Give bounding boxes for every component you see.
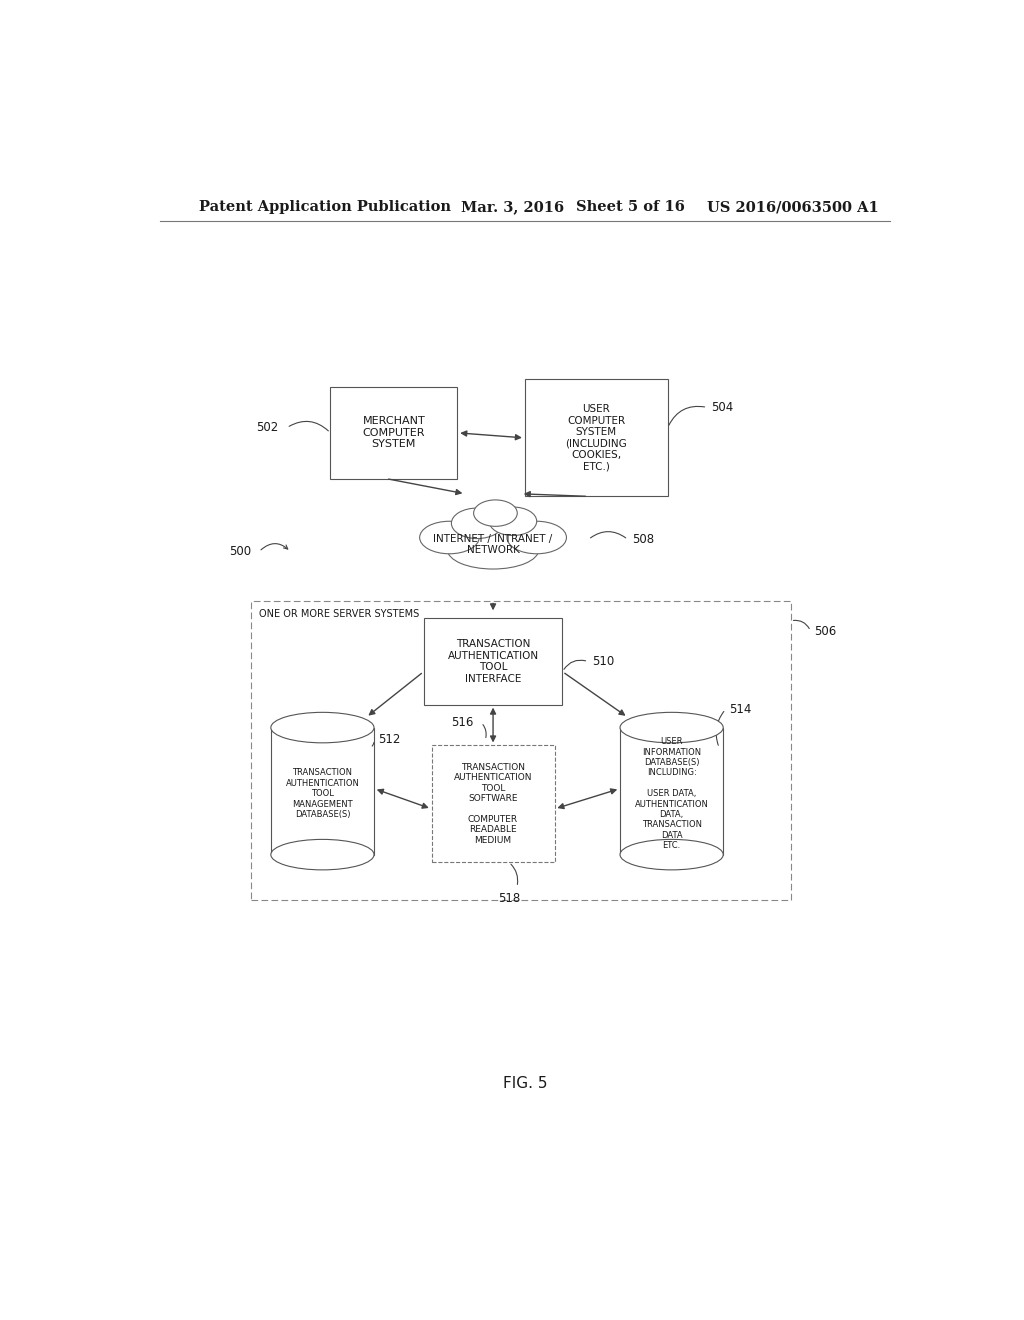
Text: TRANSACTION
AUTHENTICATION
TOOL
INTERFACE: TRANSACTION AUTHENTICATION TOOL INTERFAC… bbox=[447, 639, 539, 684]
Ellipse shape bbox=[270, 840, 374, 870]
Text: Patent Application Publication: Patent Application Publication bbox=[200, 201, 452, 214]
FancyBboxPatch shape bbox=[424, 618, 562, 705]
Text: FIG. 5: FIG. 5 bbox=[503, 1076, 547, 1090]
Text: INTERNET / INTRANET /
NETWORK: INTERNET / INTRANET / NETWORK bbox=[433, 533, 553, 556]
Text: 508: 508 bbox=[632, 533, 654, 546]
Text: 506: 506 bbox=[814, 624, 837, 638]
Ellipse shape bbox=[420, 521, 479, 554]
Text: 512: 512 bbox=[378, 734, 400, 746]
Text: 502: 502 bbox=[257, 421, 279, 434]
FancyBboxPatch shape bbox=[431, 746, 555, 862]
Text: 516: 516 bbox=[451, 715, 473, 729]
Text: USER
INFORMATION
DATABASE(S)
INCLUDING:

USER DATA,
AUTHENTICATION
DATA,
TRANSAC: USER INFORMATION DATABASE(S) INCLUDING: … bbox=[635, 737, 709, 850]
Ellipse shape bbox=[507, 521, 566, 554]
Ellipse shape bbox=[474, 500, 517, 527]
Text: USER
COMPUTER
SYSTEM
(INCLUDING
COOKIES,
ETC.): USER COMPUTER SYSTEM (INCLUDING COOKIES,… bbox=[565, 404, 627, 473]
Text: US 2016/0063500 A1: US 2016/0063500 A1 bbox=[708, 201, 879, 214]
FancyBboxPatch shape bbox=[524, 379, 668, 496]
Text: 518: 518 bbox=[498, 892, 520, 906]
Text: 514: 514 bbox=[729, 702, 752, 715]
Ellipse shape bbox=[621, 840, 723, 870]
Text: 504: 504 bbox=[712, 401, 733, 414]
Text: TRANSACTION
AUTHENTICATION
TOOL
MANAGEMENT
DATABASE(S): TRANSACTION AUTHENTICATION TOOL MANAGEME… bbox=[286, 768, 359, 818]
FancyBboxPatch shape bbox=[251, 601, 791, 900]
Ellipse shape bbox=[621, 713, 723, 743]
Text: ONE OR MORE SERVER SYSTEMS: ONE OR MORE SERVER SYSTEMS bbox=[259, 609, 419, 619]
Ellipse shape bbox=[447, 531, 539, 569]
FancyBboxPatch shape bbox=[270, 727, 374, 854]
Text: Mar. 3, 2016: Mar. 3, 2016 bbox=[461, 201, 564, 214]
Ellipse shape bbox=[270, 713, 374, 743]
FancyBboxPatch shape bbox=[331, 387, 458, 479]
Text: Sheet 5 of 16: Sheet 5 of 16 bbox=[577, 201, 685, 214]
Ellipse shape bbox=[489, 507, 537, 536]
Ellipse shape bbox=[452, 508, 503, 539]
Text: 500: 500 bbox=[229, 545, 251, 558]
FancyBboxPatch shape bbox=[621, 727, 723, 854]
Text: 510: 510 bbox=[592, 655, 614, 668]
Text: TRANSACTION
AUTHENTICATION
TOOL
SOFTWARE

COMPUTER
READABLE
MEDIUM: TRANSACTION AUTHENTICATION TOOL SOFTWARE… bbox=[454, 763, 532, 845]
Text: MERCHANT
COMPUTER
SYSTEM: MERCHANT COMPUTER SYSTEM bbox=[362, 416, 425, 449]
